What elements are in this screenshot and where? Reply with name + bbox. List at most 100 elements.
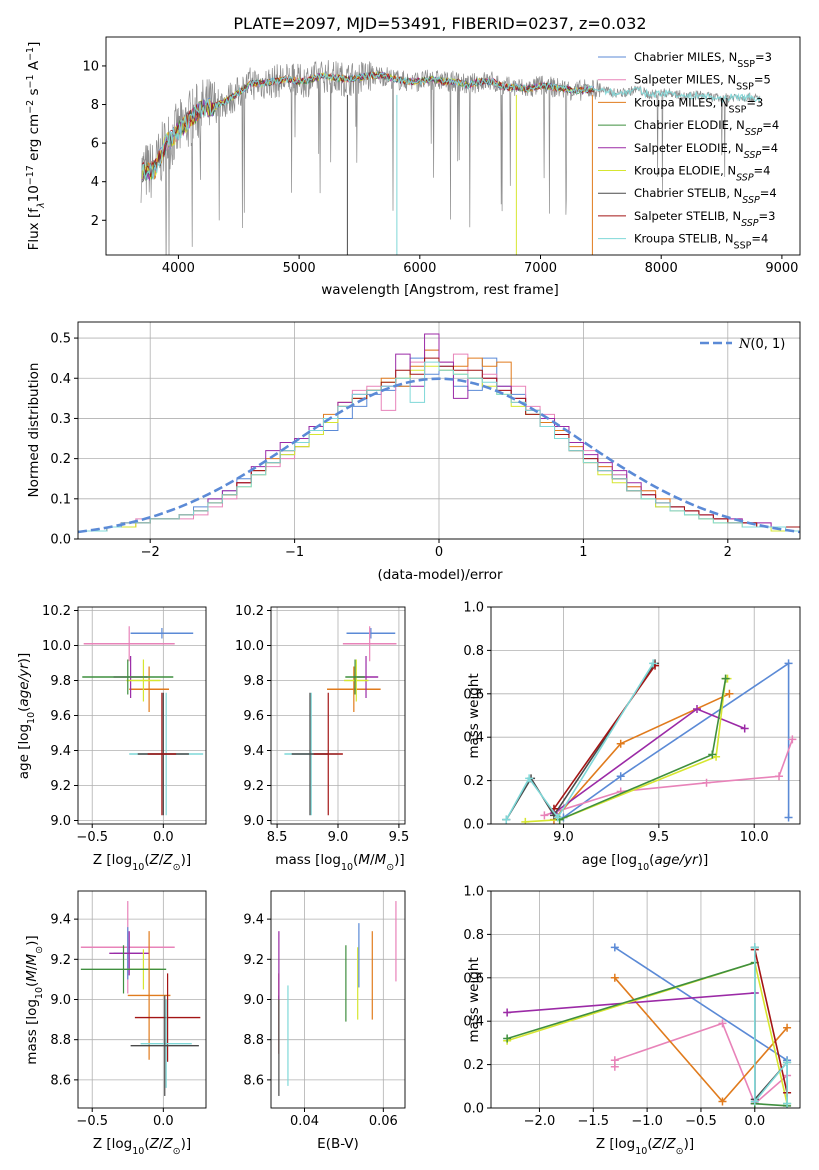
label-part: −2 bbox=[25, 100, 36, 114]
label-part: 10 bbox=[26, 712, 37, 724]
legend-text: Kroupa MILES, N bbox=[634, 95, 729, 109]
label-part: )] bbox=[181, 852, 192, 868]
legend-tail: =3 bbox=[759, 209, 776, 223]
legend-sub: SSP bbox=[736, 81, 754, 92]
weight-line bbox=[754, 947, 788, 1104]
model-spectrum-8 bbox=[141, 71, 761, 180]
x-tick-label: 0.0 bbox=[153, 1114, 174, 1129]
plot-area-1 bbox=[78, 333, 800, 534]
label-part: / bbox=[159, 852, 164, 868]
label-part: )] bbox=[684, 1136, 695, 1152]
weight-series-1 bbox=[540, 735, 797, 820]
weight-series-3 bbox=[503, 988, 759, 1108]
errorbar-point-8 bbox=[147, 692, 177, 816]
weight-marker bbox=[708, 750, 717, 759]
label-part: Normed distribution bbox=[26, 363, 42, 498]
errorbar-point-6 bbox=[134, 973, 201, 1062]
legend-label: N(0, 1) bbox=[738, 337, 785, 352]
errorbar-point-5 bbox=[127, 931, 171, 1060]
x-tick-label: 0.0 bbox=[744, 1114, 765, 1129]
weight-marker bbox=[725, 689, 734, 698]
legend-label: Salpeter ELODIE, NSSP=4 bbox=[634, 141, 778, 161]
x-tick-label: −1.0 bbox=[631, 1114, 663, 1129]
label-part: Z [log bbox=[93, 1136, 132, 1152]
label-part: M bbox=[375, 852, 387, 868]
label-part: ⊙ bbox=[676, 1146, 684, 1157]
panel-4: 9.0 9.5 10.0 0.0 0.2 0.4 0.6 0.8 1.0 age [log10(a… bbox=[463, 601, 801, 873]
legend-sub: SSP bbox=[742, 195, 760, 206]
legend-text: Kroupa ELODIE, N bbox=[634, 164, 736, 178]
weight-marker bbox=[740, 724, 749, 733]
errorbar-point-0 bbox=[346, 628, 396, 639]
y-tick-label: 0.2 bbox=[463, 774, 484, 789]
legend-text: Salpeter STELIB, N bbox=[634, 209, 741, 223]
weight-marker bbox=[610, 943, 619, 952]
x-tick-label: 6000 bbox=[403, 261, 436, 276]
x-tick-label: 8.5 bbox=[267, 830, 288, 845]
y-axis-label: mass weight bbox=[466, 957, 482, 1042]
y-tick-label: 0.8 bbox=[463, 928, 484, 943]
label-part: −1 bbox=[25, 74, 36, 88]
y-tick-label: 10.2 bbox=[42, 604, 71, 619]
label-part: age [log bbox=[582, 852, 637, 868]
label-part: )] bbox=[698, 852, 709, 868]
label-part: ( bbox=[144, 852, 149, 868]
y-tick-label: 0.1 bbox=[50, 492, 71, 507]
weight-marker bbox=[718, 1019, 727, 1028]
label-part: 10 bbox=[635, 1146, 647, 1157]
legend-text: N bbox=[738, 337, 751, 352]
weight-marker bbox=[553, 813, 562, 822]
y-tick-label: 6 bbox=[91, 137, 99, 152]
label-part: mass [log bbox=[24, 999, 40, 1065]
plot-area-2 bbox=[82, 626, 204, 816]
y-tick-label: 0.0 bbox=[50, 533, 71, 548]
label-part: M bbox=[358, 852, 370, 868]
x-tick-label: 0 bbox=[435, 545, 443, 560]
weight-line bbox=[553, 665, 656, 810]
legend-label: Salpeter MILES, NSSP=5 bbox=[634, 73, 771, 93]
weight-line bbox=[505, 662, 654, 821]
y-tick-label: 9.4 bbox=[50, 744, 71, 759]
y-tick-label: 9.8 bbox=[243, 674, 264, 689]
weight-marker bbox=[788, 735, 797, 744]
label-part: ⊙ bbox=[386, 862, 394, 873]
label-part: / bbox=[662, 1136, 667, 1152]
label-part: Z [log bbox=[93, 852, 132, 868]
weight-marker bbox=[783, 1023, 792, 1032]
errorbar-point-2 bbox=[109, 931, 150, 976]
weight-line bbox=[553, 708, 746, 814]
y-tick-label: 1.0 bbox=[463, 885, 484, 900]
plot-area-0 bbox=[140, 60, 761, 255]
weight-series-3 bbox=[549, 704, 749, 818]
legend-tail: =4 bbox=[761, 141, 778, 155]
x-tick-label: 7000 bbox=[524, 261, 557, 276]
panel-0: 4000 5000 6000 7000 8000 9000 2 4 6 8 10 Chabrier M… bbox=[25, 36, 801, 298]
histogram-series-6 bbox=[78, 361, 800, 532]
x-tick-label: 0.06 bbox=[369, 1114, 398, 1129]
normal-curve bbox=[78, 377, 800, 534]
weight-series-8 bbox=[502, 659, 658, 824]
label-part: s bbox=[26, 88, 42, 99]
weight-line bbox=[544, 739, 794, 817]
label-part: mass weight bbox=[466, 673, 482, 758]
y-tick-label: 0.4 bbox=[50, 372, 71, 387]
legend-label: Chabrier ELODIE, NSSP=4 bbox=[634, 118, 779, 138]
label-part: ( bbox=[649, 852, 654, 868]
label-part: (data-model)/error bbox=[377, 567, 503, 583]
weight-marker bbox=[693, 704, 701, 713]
label-part: erg cm bbox=[26, 114, 42, 165]
x-tick-label: −1.5 bbox=[577, 1114, 609, 1129]
legend-sub: SSP bbox=[736, 172, 754, 183]
weight-marker bbox=[783, 1058, 792, 1067]
x-tick-label: 9.0 bbox=[553, 830, 574, 845]
label-part: 10 bbox=[132, 862, 144, 873]
label-part: 10 bbox=[34, 987, 45, 999]
label-part: / bbox=[370, 852, 375, 868]
y-tick-label: 0.8 bbox=[463, 644, 484, 659]
y-tick-label: 9.0 bbox=[243, 993, 264, 1008]
legend-text: Kroupa STELIB, N bbox=[634, 232, 734, 246]
x-tick-label: −0.5 bbox=[685, 1114, 717, 1129]
